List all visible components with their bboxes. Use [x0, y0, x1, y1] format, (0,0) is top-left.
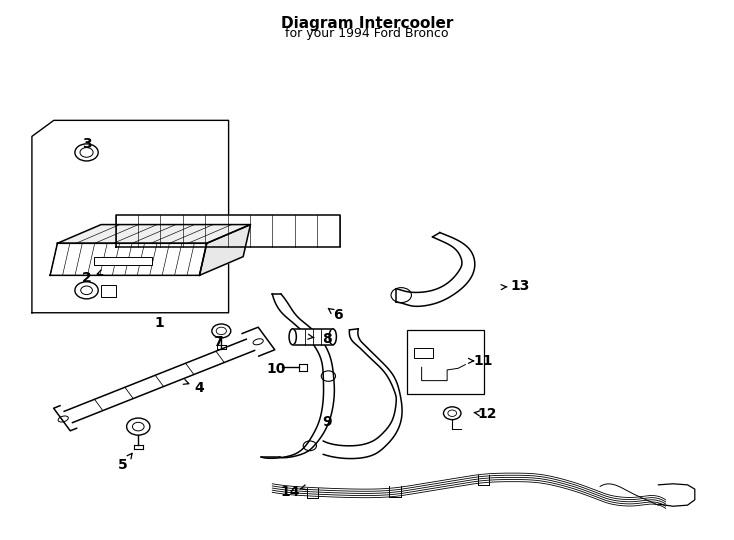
Text: 13: 13: [510, 279, 530, 293]
Ellipse shape: [289, 329, 297, 345]
Text: 7: 7: [213, 335, 222, 349]
Polygon shape: [57, 225, 250, 244]
Bar: [407, 330, 484, 394]
Polygon shape: [116, 215, 340, 247]
Bar: [101, 285, 116, 296]
Text: 5: 5: [118, 458, 128, 472]
Text: 3: 3: [81, 137, 91, 151]
Ellipse shape: [329, 329, 336, 345]
Text: 10: 10: [266, 362, 286, 376]
Text: 12: 12: [477, 407, 497, 421]
Bar: [415, 348, 432, 357]
Text: 9: 9: [322, 415, 332, 429]
Text: Diagram Intercooler: Diagram Intercooler: [281, 16, 453, 31]
Text: 11: 11: [474, 354, 493, 368]
Polygon shape: [50, 244, 207, 275]
Bar: [94, 256, 152, 265]
Text: for your 1994 Ford Bronco: for your 1994 Ford Bronco: [286, 27, 448, 40]
Text: 1: 1: [155, 316, 164, 330]
Bar: [293, 329, 333, 345]
Text: 4: 4: [195, 381, 204, 395]
Text: 14: 14: [281, 485, 300, 499]
Polygon shape: [200, 225, 250, 275]
Text: 8: 8: [322, 333, 332, 347]
Text: 2: 2: [81, 271, 92, 285]
Text: 6: 6: [333, 308, 343, 322]
